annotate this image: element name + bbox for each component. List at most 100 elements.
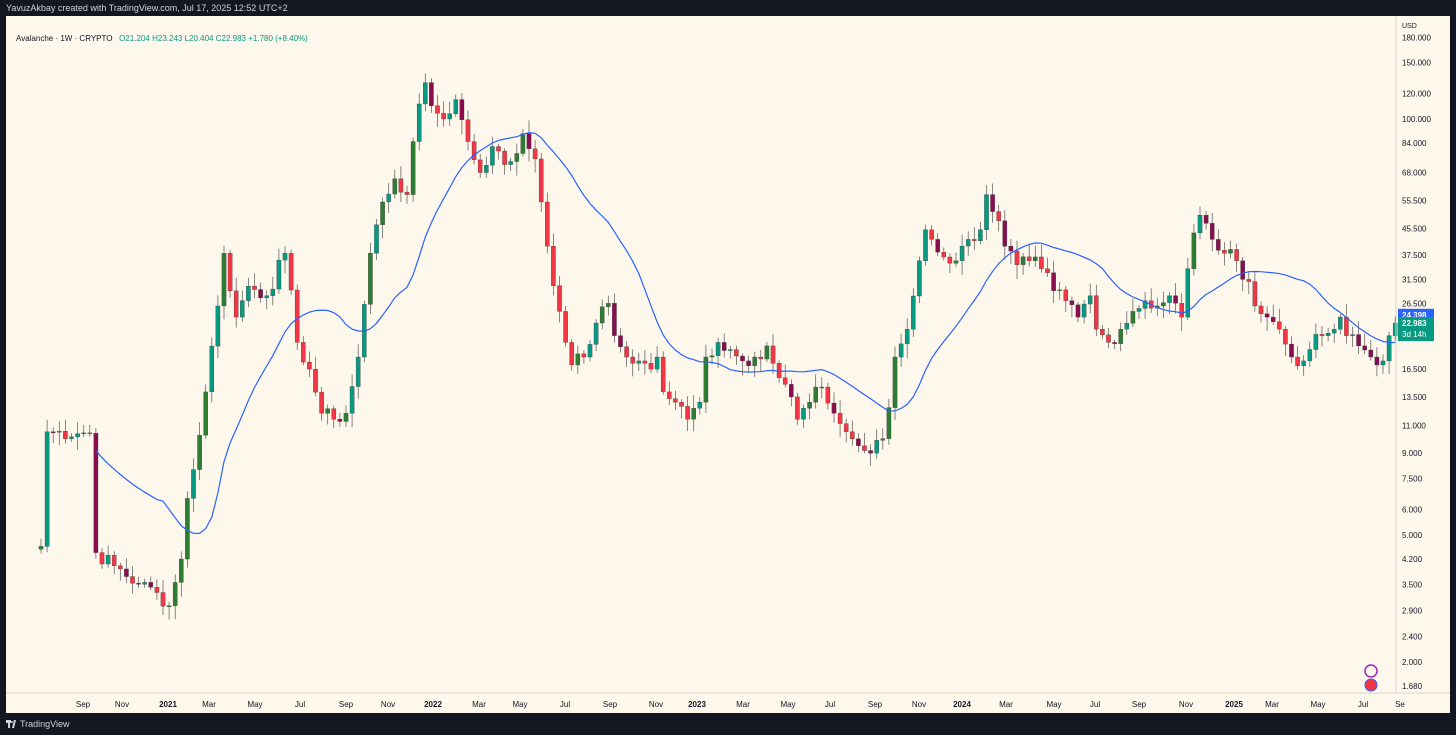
candle-body — [1142, 300, 1148, 309]
candle-body — [136, 583, 141, 585]
candle-body — [441, 113, 446, 120]
candle-body — [1014, 250, 1020, 265]
candle-body — [1283, 329, 1288, 345]
chart-area[interactable]: Avalanche · 1W · CRYPTO O21.204 H23.243 … — [6, 16, 1450, 713]
candle-body — [166, 605, 172, 607]
price-tick-label: 68.000 — [1402, 169, 1427, 178]
candle-body — [471, 141, 477, 161]
candle-body — [343, 413, 349, 422]
time-tick-label: Nov — [1179, 700, 1193, 709]
footer-brand: TradingView — [20, 719, 70, 729]
candle-body — [1270, 316, 1276, 322]
candle-body — [996, 211, 1001, 222]
candle-body — [1228, 249, 1233, 254]
candle-body — [1051, 272, 1056, 291]
candle-body — [807, 402, 812, 409]
candle-body — [911, 295, 916, 330]
candle-body — [1380, 360, 1386, 366]
moving-average-layer — [95, 131, 1396, 535]
candle-body — [246, 285, 251, 301]
price-tick-label: 5.000 — [1402, 531, 1423, 540]
price-tick-label: 120.000 — [1402, 90, 1431, 99]
candle-body — [233, 290, 239, 318]
time-tick-label: Jul — [295, 700, 305, 709]
candle-body — [57, 431, 62, 433]
candle-body — [624, 346, 629, 358]
time-tick-label: Mar — [999, 700, 1013, 709]
candle-body — [752, 356, 757, 366]
candle-body — [581, 353, 587, 358]
candle-body — [1008, 246, 1014, 252]
candle-body — [142, 582, 147, 585]
time-tick-label: Nov — [912, 700, 926, 709]
candle-body — [1240, 260, 1245, 280]
candle-body — [1173, 295, 1178, 304]
candle-body — [313, 368, 318, 393]
time-axis: Sep Nov 2021 Mar May Jul Sep Nov 2022 Mar May Jul Se… — [6, 692, 1450, 709]
price-chart[interactable]: USD 180.000 150.000 120.000 100.000 84.000 68.… — [6, 16, 1450, 713]
candle-body — [398, 178, 404, 193]
candle-body — [179, 558, 184, 583]
candle-body — [1100, 329, 1105, 336]
candle-body — [282, 253, 288, 261]
candle-body — [856, 438, 861, 446]
candle-body — [880, 438, 886, 441]
candle-body — [1002, 220, 1008, 247]
candle-body — [1325, 332, 1331, 336]
price-tick-label: 55.500 — [1402, 197, 1427, 206]
candle-body — [276, 259, 282, 290]
time-tick-label: 2023 — [688, 700, 706, 709]
ma-price-label: 24.398 — [1402, 311, 1427, 320]
candle-body — [599, 306, 605, 324]
price-tick-label: 45.500 — [1402, 224, 1427, 233]
candle-body — [929, 229, 934, 240]
candle-body — [795, 396, 800, 420]
attribution-bar: YavuzAkbay created with TradingView.com,… — [0, 0, 1456, 16]
candle-body — [685, 406, 690, 420]
price-scale-currency: USD — [1402, 23, 1417, 30]
candle-body — [1130, 311, 1136, 324]
time-tick-label: Sep — [76, 700, 91, 709]
price-tick-label: 9.000 — [1402, 449, 1423, 458]
candle-body — [307, 361, 312, 370]
price-tick-label: 37.500 — [1402, 251, 1427, 260]
candle-body — [93, 433, 99, 553]
candle-body — [965, 239, 971, 247]
candle-body — [1313, 334, 1319, 350]
candle-body — [416, 103, 422, 142]
price-tick-label: 7.500 — [1402, 475, 1423, 484]
candle-body — [1386, 335, 1392, 362]
candle-body — [715, 342, 721, 356]
last-price-badge — [1398, 317, 1434, 342]
candle-body — [673, 398, 678, 403]
candle-body — [1161, 302, 1166, 307]
time-tick-label: May — [1046, 700, 1061, 709]
candles-layer — [38, 73, 1398, 620]
candle-body — [862, 445, 867, 451]
candle-body — [917, 260, 922, 297]
candle-body — [972, 239, 977, 241]
candle-body — [1057, 289, 1062, 291]
symbol-legend: Avalanche · 1W · CRYPTO O21.204 H23.243 … — [16, 34, 308, 43]
last-price-label: 22.983 — [1402, 319, 1427, 328]
time-tick-label: Jul — [825, 700, 835, 709]
candle-body — [209, 345, 215, 393]
candle-body — [569, 342, 574, 366]
time-tick-label: Mar — [472, 700, 486, 709]
candle-body — [734, 349, 739, 357]
price-tick-label: 11.000 — [1402, 421, 1426, 430]
candle-body — [648, 363, 654, 370]
candle-body — [782, 377, 788, 385]
legend-open: O21.204 — [119, 34, 150, 43]
legend-close: C22.983 — [215, 34, 246, 43]
candle-body — [252, 285, 257, 290]
candle-body — [477, 159, 483, 173]
price-tick-label: 100.000 — [1402, 115, 1431, 124]
candle-body — [1319, 334, 1325, 336]
lightning-icon — [1364, 664, 1378, 678]
time-tick-label: Sep — [1132, 700, 1147, 709]
candle-body — [337, 419, 343, 422]
candle-body — [642, 360, 648, 364]
time-tick-label: Nov — [381, 700, 395, 709]
